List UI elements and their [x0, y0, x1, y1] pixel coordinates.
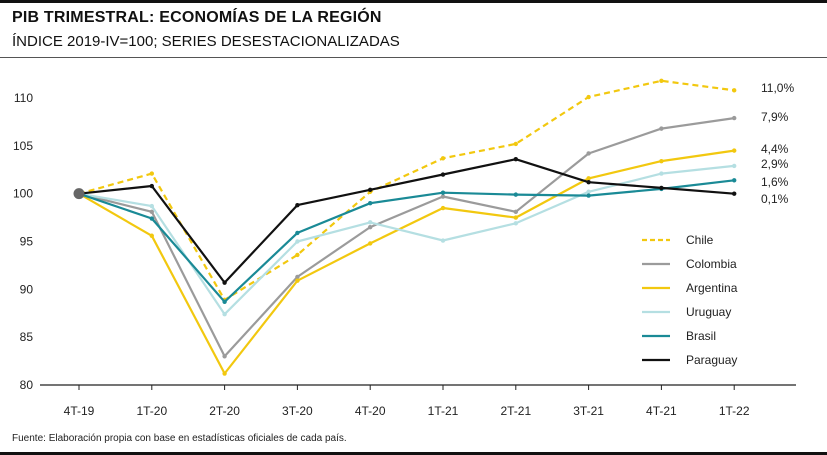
- point-chile: [440, 156, 446, 161]
- source-footnote: Fuente: Elaboración propia con base en e…: [12, 433, 347, 444]
- legend-label-paraguay: Paraguay: [686, 353, 737, 367]
- point-argentina: [659, 158, 664, 164]
- point-brasil: [295, 230, 300, 236]
- point-uruguay: [659, 171, 664, 176]
- point-uruguay: [222, 312, 227, 317]
- x-axis: 4T-19 1T-20 2T-20 3T-20 4T-20 1T-21 2T-21 3T-21…: [40, 384, 796, 418]
- point-brasil: [149, 216, 154, 221]
- x-tick-label: 4T-19: [64, 404, 95, 418]
- point-brasil: [440, 190, 446, 195]
- point-uruguay: [586, 189, 591, 194]
- series-lines: [73, 78, 737, 376]
- point-paraguay: [659, 185, 664, 191]
- x-tick-label: 4T-20: [355, 404, 386, 418]
- y-tick-label: 105: [13, 139, 33, 153]
- x-tick-label: 3T-21: [573, 404, 604, 418]
- point-brasil: [586, 193, 591, 198]
- point-chile: [586, 94, 591, 100]
- legend-label-colombia: Colombia: [686, 257, 737, 271]
- x-tick-label: 3T-20: [282, 404, 313, 418]
- point-paraguay: [149, 183, 154, 189]
- legend-label-argentina: Argentina: [686, 281, 738, 295]
- top-rule: [0, 0, 827, 3]
- point-argentina: [222, 371, 227, 376]
- series-line-argentina: [78, 149, 735, 375]
- base-point: [73, 188, 85, 200]
- series-line-colombia: [78, 117, 735, 358]
- point-chile: [659, 78, 664, 83]
- x-tick-label: 1T-21: [428, 404, 459, 418]
- point-paraguay: [222, 280, 227, 285]
- point-argentina: [440, 205, 446, 211]
- point-brasil: [222, 299, 227, 304]
- legend-label-uruguay: Uruguay: [686, 305, 731, 319]
- legend: Chile Colombia Argentina Uruguay Brasil Parag…: [642, 233, 738, 367]
- x-tick-label: 2T-21: [500, 404, 531, 418]
- point-argentina: [513, 215, 518, 220]
- point-colombia: [295, 274, 300, 280]
- point-colombia: [732, 115, 737, 121]
- point-uruguay: [513, 221, 518, 226]
- y-tick-label: 100: [13, 187, 33, 201]
- point-chile: [513, 141, 518, 147]
- bottom-rule: [0, 452, 827, 455]
- point-colombia: [586, 151, 591, 156]
- point-uruguay: [440, 238, 446, 243]
- end-label-chile: 11,0%: [761, 81, 794, 95]
- point-brasil: [732, 178, 737, 183]
- series-line-uruguay: [78, 164, 735, 316]
- y-tick-label: 95: [20, 235, 34, 249]
- end-label-colombia: 7,9%: [761, 110, 789, 124]
- end-label-paraguay: 0,1%: [761, 192, 789, 206]
- end-label-uruguay: 2,9%: [761, 157, 789, 171]
- chart-subtitle: ÍNDICE 2019-IV=100; SERIES DESESTACIONAL…: [12, 33, 400, 50]
- point-uruguay: [368, 220, 373, 225]
- y-tick-label: 90: [20, 282, 34, 296]
- series-line-chile: [78, 79, 735, 301]
- end-label-brasil: 1,6%: [761, 175, 789, 189]
- legend-label-chile: Chile: [686, 233, 714, 247]
- point-uruguay: [295, 239, 300, 244]
- x-tick-label: 1T-20: [136, 404, 167, 418]
- x-tick-label: 4T-21: [646, 404, 677, 418]
- legend-label-brasil: Brasil: [686, 329, 716, 343]
- point-uruguay: [732, 163, 737, 169]
- y-tick-label: 80: [20, 378, 34, 392]
- point-colombia: [222, 354, 227, 359]
- point-argentina: [732, 148, 737, 153]
- point-chile: [732, 88, 737, 93]
- point-paraguay: [295, 202, 300, 208]
- point-paraguay: [368, 187, 373, 193]
- chart-title: PIB TRIMESTRAL: ECONOMÍAS DE LA REGIÓN: [12, 9, 382, 26]
- point-argentina: [149, 233, 154, 238]
- x-tick-label: 2T-20: [209, 404, 240, 418]
- point-argentina: [368, 241, 373, 246]
- y-axis: 80 85 90 95 100 105 110: [13, 91, 33, 392]
- point-chile: [295, 252, 300, 258]
- point-argentina: [586, 176, 591, 181]
- y-tick-label: 85: [20, 330, 34, 344]
- point-chile: [149, 171, 154, 176]
- x-tick-label: 1T-22: [719, 404, 750, 418]
- point-colombia: [440, 194, 446, 199]
- point-paraguay: [440, 172, 446, 177]
- end-label-argentina: 4,4%: [761, 142, 789, 156]
- point-colombia: [368, 224, 373, 230]
- point-argentina: [295, 278, 300, 283]
- point-paraguay: [513, 157, 518, 162]
- point-brasil: [368, 201, 373, 206]
- point-brasil: [513, 192, 518, 197]
- point-colombia: [659, 126, 664, 131]
- end-labels: 11,0% 7,9% 4,4%2,9% 1,6% 0,1%: [761, 81, 794, 206]
- series-line-brasil: [78, 179, 735, 303]
- point-uruguay: [149, 203, 154, 209]
- series-line-paraguay: [78, 158, 735, 284]
- y-tick-label: 110: [14, 91, 33, 105]
- point-paraguay: [732, 191, 737, 196]
- point-colombia: [149, 209, 154, 215]
- point-colombia: [513, 209, 518, 215]
- header-divider: [0, 57, 827, 58]
- point-paraguay: [586, 179, 591, 185]
